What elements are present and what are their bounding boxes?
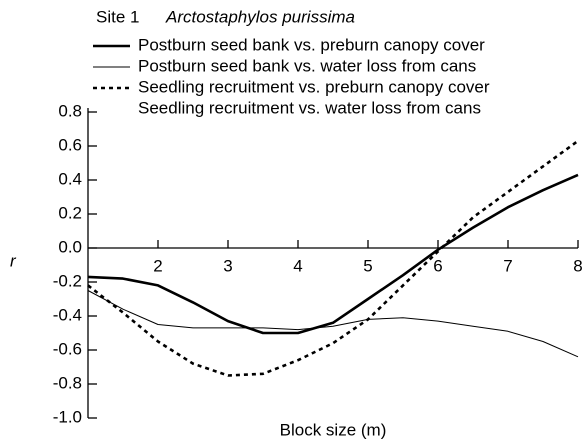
chart-subtitle: Arctostaphylos purissima: [165, 7, 355, 26]
y-tick-label: 0.2: [58, 203, 82, 222]
x-tick-label: 5: [363, 256, 372, 275]
y-tick-label: -0.2: [53, 271, 82, 290]
x-tick-label: 7: [503, 256, 512, 275]
legend-label: Postburn seed bank vs. preburn canopy co…: [138, 35, 485, 54]
y-tick-label: -0.4: [53, 305, 82, 324]
x-tick-label: 2: [153, 256, 162, 275]
y-tick-label: -1.0: [53, 407, 82, 426]
series-line: [87, 139, 579, 377]
y-tick-label: -0.6: [53, 339, 82, 358]
x-tick-label: 8: [573, 256, 582, 275]
y-tick-label: -0.8: [53, 373, 82, 392]
y-axis-label: r: [10, 251, 17, 270]
x-axis-label: Block size (m): [280, 420, 387, 439]
x-tick-label: 4: [293, 256, 302, 275]
legend-label: Seedling recruitment vs. preburn canopy …: [138, 77, 490, 96]
chart-title: Site 1: [96, 7, 139, 26]
y-tick-label: 0.6: [58, 135, 82, 154]
legend-label: Postburn seed bank vs. water loss from c…: [138, 56, 476, 75]
y-tick-label: 0.4: [58, 169, 82, 188]
series-line: [87, 290, 579, 358]
x-tick-label: 6: [433, 256, 442, 275]
series-line: [87, 173, 579, 335]
legend-label: Seedling recruitment vs. water loss from…: [138, 98, 481, 117]
y-tick-label: 0.8: [58, 101, 82, 120]
x-tick-label: 3: [223, 256, 232, 275]
y-tick-label: 0.0: [58, 237, 82, 256]
